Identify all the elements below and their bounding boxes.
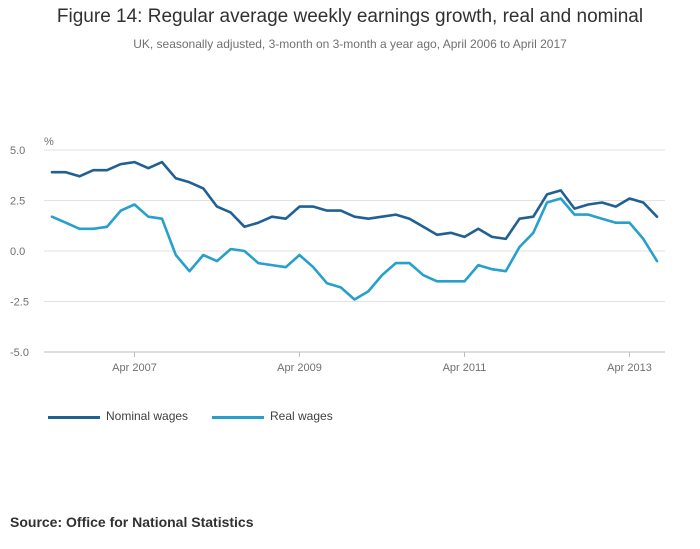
x-tick-label: Apr 2013 <box>607 362 652 374</box>
legend-label-nominal: Nominal wages <box>106 409 189 423</box>
y-axis-unit-label: % <box>44 136 54 148</box>
chart-title: Figure 14: Regular average weekly earnin… <box>56 6 644 27</box>
legend-swatch-nominal <box>48 416 100 419</box>
series-lines <box>50 160 659 301</box>
gridlines <box>44 149 665 353</box>
x-tick-label: Apr 2007 <box>112 362 157 374</box>
y-tick-label: -2.5 <box>10 297 29 309</box>
series-line-nominal-wages[interactable] <box>50 160 659 241</box>
legend-swatch-real <box>212 416 264 419</box>
x-tick-label: Apr 2009 <box>277 362 322 374</box>
source-note: Source: Office for National Statistics <box>10 514 254 530</box>
y-tick-label: 0.0 <box>10 246 25 258</box>
y-tick-label: -5.0 <box>10 347 29 359</box>
chart-subtitle: UK, seasonally adjusted, 3-month on 3-mo… <box>133 37 567 51</box>
y-tick-label: 5.0 <box>10 145 25 157</box>
legend-label-real: Real wages <box>270 409 333 423</box>
x-tick-label: Apr 2011 <box>443 362 487 374</box>
y-axis-ticks: 5.0 2.5 0.0 -2.5 -5.0 <box>10 145 29 359</box>
y-tick-label: 2.5 <box>10 196 25 208</box>
series-line-real-wages[interactable] <box>50 197 659 301</box>
